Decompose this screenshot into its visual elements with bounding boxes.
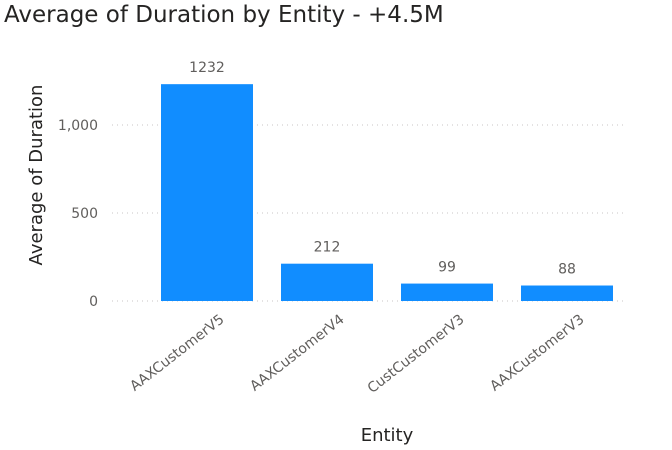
x-tick-labels: AAXCustomerV5 AAXCustomerV4 CustCustomerV3… — [127, 311, 587, 396]
x-tick-label: CustCustomerV3 — [365, 312, 468, 397]
data-labels: 1232 212 99 88 — [189, 60, 576, 277]
y-tick-label: 0 — [89, 294, 98, 310]
chart-title: Average of Duration by Entity - +4.5M — [4, 2, 444, 28]
x-axis-title: Entity — [361, 425, 414, 446]
x-tick-label: AAXCustomerV4 — [247, 311, 347, 394]
bar-AAXCustomerV4[interactable] — [281, 263, 373, 301]
bar-AAXCustomerV3[interactable] — [521, 285, 613, 301]
y-axis-title: Average of Duration — [26, 85, 47, 266]
y-tick-label: 1,000 — [58, 118, 98, 134]
x-tick-label: AAXCustomerV5 — [127, 312, 227, 395]
data-label: 99 — [438, 260, 456, 276]
bars — [161, 84, 613, 301]
x-tick-label: AAXCustomerV3 — [487, 312, 587, 395]
data-label: 1232 — [189, 60, 225, 76]
bar-CustCustomerV3[interactable] — [401, 283, 493, 301]
data-label: 212 — [314, 240, 341, 256]
data-label: 88 — [558, 262, 576, 278]
y-tick-labels: 0 500 1,000 — [58, 118, 98, 310]
bar-AAXCustomerV5[interactable] — [161, 84, 253, 301]
y-tick-label: 500 — [71, 206, 98, 222]
